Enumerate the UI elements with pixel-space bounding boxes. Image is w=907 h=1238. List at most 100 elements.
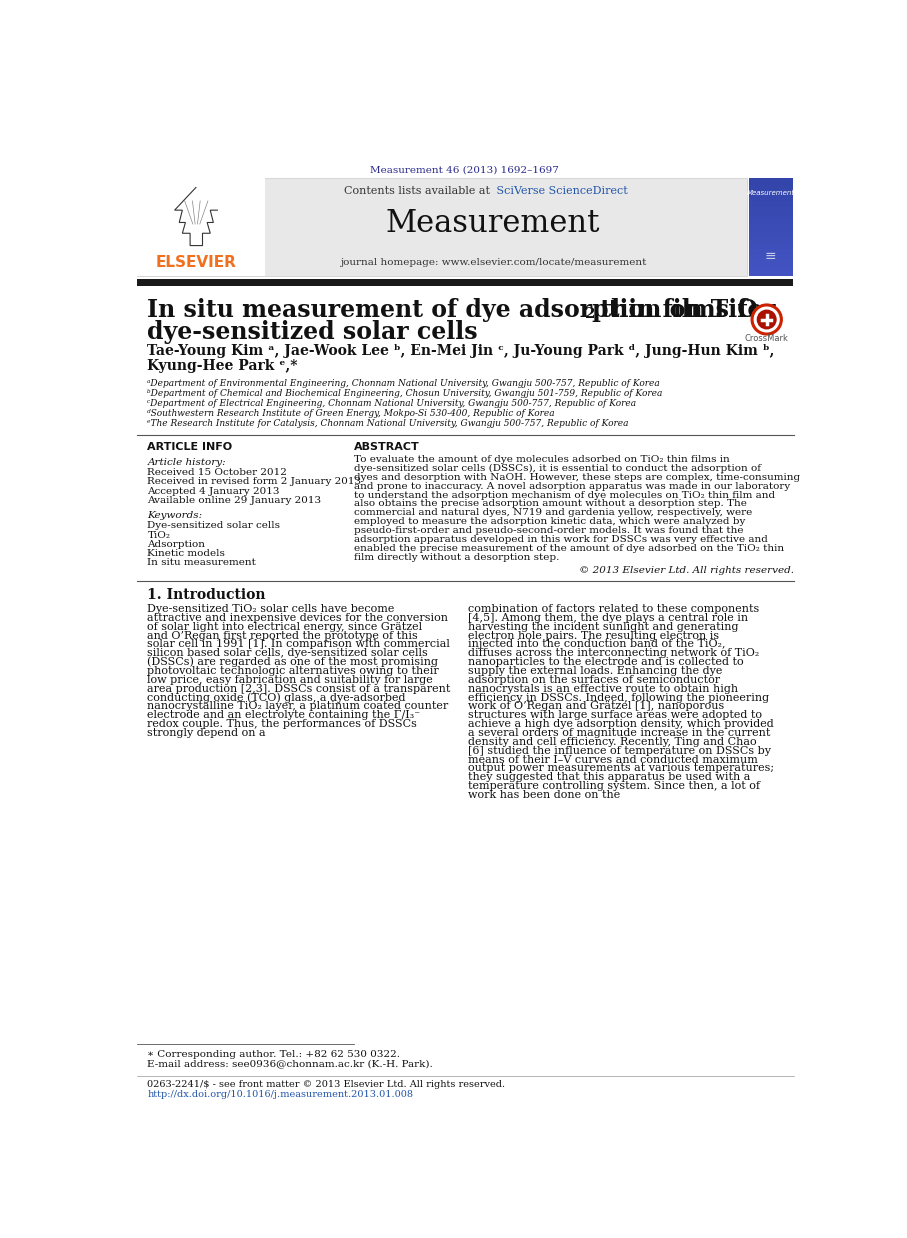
FancyBboxPatch shape: [749, 178, 793, 276]
Text: enabled the precise measurement of the amount of dye adsorbed on the TiO₂ thin: enabled the precise measurement of the a…: [354, 543, 784, 552]
FancyBboxPatch shape: [749, 186, 793, 188]
Text: journal homepage: www.elsevier.com/locate/measurement: journal homepage: www.elsevier.com/locat…: [340, 258, 647, 267]
FancyBboxPatch shape: [749, 234, 793, 236]
Text: ᵃDepartment of Environmental Engineering, Chonnam National University, Gwangju 5: ᵃDepartment of Environmental Engineering…: [148, 379, 660, 387]
Text: dye-sensitized solar cells (DSSCs), it is essential to conduct the adsorption of: dye-sensitized solar cells (DSSCs), it i…: [354, 464, 761, 473]
FancyBboxPatch shape: [749, 224, 793, 227]
FancyBboxPatch shape: [749, 269, 793, 271]
Text: commercial and natural dyes, N719 and gardenia yellow, respectively, were: commercial and natural dyes, N719 and ga…: [354, 509, 752, 517]
Text: Received 15 October 2012: Received 15 October 2012: [148, 468, 288, 477]
Circle shape: [757, 311, 776, 329]
Text: silicon based solar cells, dye-sensitized solar cells: silicon based solar cells, dye-sensitize…: [148, 649, 428, 659]
Text: combination of factors related to these components: combination of factors related to these …: [468, 604, 759, 614]
FancyBboxPatch shape: [749, 183, 793, 186]
Text: work has been done on the: work has been done on the: [468, 790, 620, 800]
Text: http://dx.doi.org/10.1016/j.measurement.2013.01.008: http://dx.doi.org/10.1016/j.measurement.…: [148, 1089, 414, 1098]
Text: dyes and desorption with NaOH. However, these steps are complex, time-consuming: dyes and desorption with NaOH. However, …: [354, 473, 800, 482]
Text: injected into the conduction band of the TiO₂,: injected into the conduction band of the…: [468, 640, 726, 650]
FancyBboxPatch shape: [749, 239, 793, 241]
FancyBboxPatch shape: [749, 206, 793, 208]
Text: TiO₂: TiO₂: [148, 531, 171, 540]
Text: efficiency in DSSCs. Indeed, following the pioneering: efficiency in DSSCs. Indeed, following t…: [468, 692, 769, 703]
FancyBboxPatch shape: [749, 214, 793, 217]
FancyBboxPatch shape: [749, 219, 793, 222]
Text: of solar light into electrical energy, since Grätzel: of solar light into electrical energy, s…: [148, 621, 423, 631]
FancyBboxPatch shape: [749, 271, 793, 274]
FancyBboxPatch shape: [749, 222, 793, 224]
FancyBboxPatch shape: [749, 193, 793, 196]
Text: Dye-sensitized solar cells: Dye-sensitized solar cells: [148, 521, 280, 530]
Text: ᶜDepartment of Electrical Engineering, Chonnam National University, Gwangju 500-: ᶜDepartment of Electrical Engineering, C…: [148, 399, 637, 409]
FancyBboxPatch shape: [137, 178, 265, 276]
Text: work of O’Regan and Grätzel [1], nanoporous: work of O’Regan and Grätzel [1], nanopor…: [468, 702, 725, 712]
FancyBboxPatch shape: [749, 196, 793, 198]
Text: area production [2,3]. DSSCs consist of a transparent: area production [2,3]. DSSCs consist of …: [148, 683, 451, 693]
Text: conducting oxide (TCO) glass, a dye-adsorbed: conducting oxide (TCO) glass, a dye-adso…: [148, 692, 406, 703]
Text: In situ measurement: In situ measurement: [148, 558, 257, 567]
Text: to understand the adsorption mechanism of dye molecules on TiO₂ thin film and: to understand the adsorption mechanism o…: [354, 490, 775, 500]
Text: Dye-sensitized TiO₂ solar cells have become: Dye-sensitized TiO₂ solar cells have bec…: [148, 604, 395, 614]
FancyBboxPatch shape: [749, 244, 793, 246]
FancyBboxPatch shape: [749, 201, 793, 203]
FancyBboxPatch shape: [749, 210, 793, 212]
Text: SciVerse ScienceDirect: SciVerse ScienceDirect: [493, 186, 628, 196]
Text: thin films for: thin films for: [592, 298, 775, 322]
Text: photovoltaic technologic alternatives owing to their: photovoltaic technologic alternatives ow…: [148, 666, 439, 676]
Text: nanocrystalline TiO₂ layer, a platinum coated counter: nanocrystalline TiO₂ layer, a platinum c…: [148, 702, 449, 712]
Text: nanocrystals is an effective route to obtain high: nanocrystals is an effective route to ob…: [468, 683, 738, 693]
Text: ∗ Corresponding author. Tel.: +82 62 530 0322.: ∗ Corresponding author. Tel.: +82 62 530…: [148, 1050, 401, 1058]
FancyBboxPatch shape: [749, 198, 793, 201]
Text: pseudo-first-order and pseudo-second-order models. It was found that the: pseudo-first-order and pseudo-second-ord…: [354, 526, 743, 535]
FancyBboxPatch shape: [749, 203, 793, 206]
Text: [4,5]. Among them, the dye plays a central role in: [4,5]. Among them, the dye plays a centr…: [468, 613, 748, 623]
Text: To evaluate the amount of dye molecules adsorbed on TiO₂ thin films in: To evaluate the amount of dye molecules …: [354, 456, 729, 464]
FancyBboxPatch shape: [749, 208, 793, 210]
Text: Measurement: Measurement: [746, 191, 795, 196]
Text: structures with large surface areas were adopted to: structures with large surface areas were…: [468, 711, 762, 721]
Text: adsorption on the surfaces of semiconductor: adsorption on the surfaces of semiconduc…: [468, 675, 720, 685]
Text: ᵉThe Research Institute for Catalysis, Chonnam National University, Gwangju 500-: ᵉThe Research Institute for Catalysis, C…: [148, 418, 629, 428]
FancyBboxPatch shape: [137, 280, 793, 286]
Text: attractive and inexpensive devices for the conversion: attractive and inexpensive devices for t…: [148, 613, 448, 623]
Text: ARTICLE INFO: ARTICLE INFO: [148, 442, 232, 452]
Text: strongly depend on a: strongly depend on a: [148, 728, 266, 738]
Text: Adsorption: Adsorption: [148, 540, 206, 548]
Text: 0263-2241/$ - see front matter © 2013 Elsevier Ltd. All rights reserved.: 0263-2241/$ - see front matter © 2013 El…: [148, 1081, 505, 1089]
Circle shape: [755, 307, 779, 332]
FancyBboxPatch shape: [749, 217, 793, 219]
Text: Measurement: Measurement: [386, 208, 600, 239]
Text: ᵈSouthwestern Research Institute of Green Energy, Mokpo-Si 530-400, Republic of : ᵈSouthwestern Research Institute of Gree…: [148, 409, 555, 418]
Text: electron hole pairs. The resulting electron is: electron hole pairs. The resulting elect…: [468, 630, 719, 640]
Text: output power measurements at various temperatures;: output power measurements at various tem…: [468, 764, 775, 774]
Text: Received in revised form 2 January 2013: Received in revised form 2 January 2013: [148, 478, 362, 487]
Text: Contents lists available at: Contents lists available at: [344, 186, 493, 196]
Text: redox couple. Thus, the performances of DSSCs: redox couple. Thus, the performances of …: [148, 719, 417, 729]
FancyBboxPatch shape: [749, 178, 793, 181]
FancyBboxPatch shape: [749, 261, 793, 264]
Text: ᵇDepartment of Chemical and Biochemical Engineering, Chosun University, Gwangju : ᵇDepartment of Chemical and Biochemical …: [148, 389, 663, 397]
FancyBboxPatch shape: [749, 246, 793, 249]
FancyBboxPatch shape: [749, 212, 793, 214]
FancyBboxPatch shape: [749, 241, 793, 244]
Text: they suggested that this apparatus be used with a: they suggested that this apparatus be us…: [468, 773, 751, 782]
Text: employed to measure the adsorption kinetic data, which were analyzed by: employed to measure the adsorption kinet…: [354, 517, 745, 526]
FancyBboxPatch shape: [749, 266, 793, 269]
Text: CrossMark: CrossMark: [745, 334, 789, 343]
FancyBboxPatch shape: [749, 191, 793, 193]
Text: 1. Introduction: 1. Introduction: [148, 588, 266, 602]
Text: supply the external loads. Enhancing the dye: supply the external loads. Enhancing the…: [468, 666, 723, 676]
Text: film directly without a desorption step.: film directly without a desorption step.: [354, 552, 559, 562]
Text: electrode and an electrolyte containing the Γ/I₃⁻: electrode and an electrolyte containing …: [148, 711, 421, 721]
Text: Accepted 4 January 2013: Accepted 4 January 2013: [148, 487, 280, 495]
Text: diffuses across the interconnecting network of TiO₂: diffuses across the interconnecting netw…: [468, 649, 759, 659]
Text: E-mail address: see0936@chonnam.ac.kr (K.-H. Park).: E-mail address: see0936@chonnam.ac.kr (K…: [148, 1058, 434, 1068]
FancyBboxPatch shape: [749, 181, 793, 183]
Text: Available online 29 January 2013: Available online 29 January 2013: [148, 496, 322, 505]
Text: low price, easy fabrication and suitability for large: low price, easy fabrication and suitabil…: [148, 675, 434, 685]
Text: [6] studied the influence of temperature on DSSCs by: [6] studied the influence of temperature…: [468, 745, 771, 755]
Text: dye-sensitized solar cells: dye-sensitized solar cells: [148, 319, 478, 344]
Text: ABSTRACT: ABSTRACT: [354, 442, 419, 452]
Text: Tae-Young Kim ᵃ, Jae-Wook Lee ᵇ, En-Mei Jin ᶜ, Ju-Young Park ᵈ, Jung-Hun Kim ᵇ,: Tae-Young Kim ᵃ, Jae-Wook Lee ᵇ, En-Mei …: [148, 344, 775, 358]
Text: solar cell in 1991 [1]. In comparison with commercial: solar cell in 1991 [1]. In comparison wi…: [148, 640, 451, 650]
Text: density and cell efficiency. Recently, Ting and Chao: density and cell efficiency. Recently, T…: [468, 737, 757, 747]
